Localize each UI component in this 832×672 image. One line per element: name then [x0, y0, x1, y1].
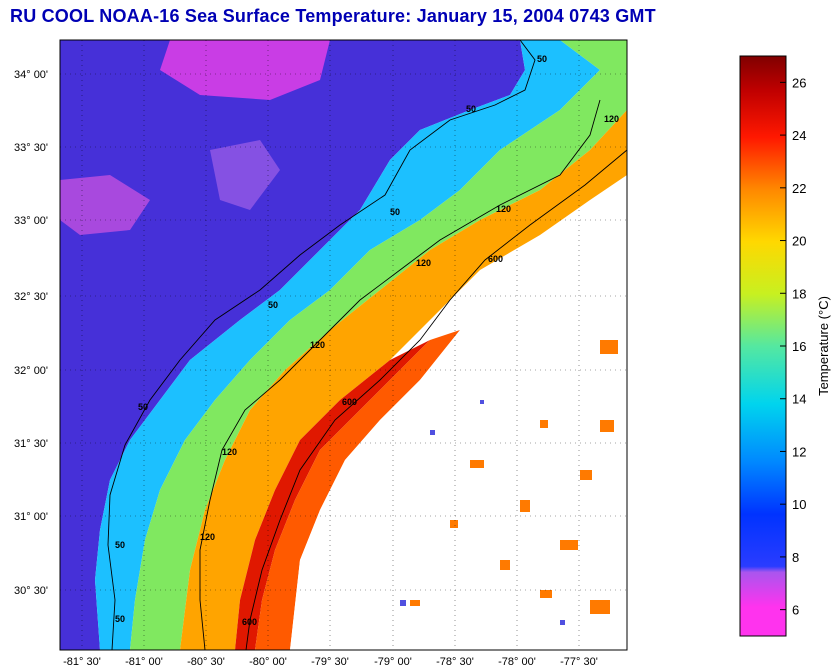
- cold-patch-west: [60, 175, 150, 235]
- contour-label: 50: [537, 54, 547, 64]
- cold-patch-north: [160, 40, 330, 100]
- lon-tick-label: -78° 00': [498, 656, 536, 668]
- contour-label: 50: [138, 402, 148, 412]
- gulf-stream-outer: [255, 330, 460, 650]
- contour-label: 120: [200, 532, 215, 542]
- contour-label: 50: [115, 540, 125, 550]
- colorbar-tick-label: 8: [792, 550, 799, 565]
- contour-label: 120: [222, 447, 237, 457]
- lon-tick-label: -77° 30': [560, 656, 598, 668]
- map-frame: [59, 39, 628, 651]
- sst-map[interactable]: 50 50 50 50 50 50 50 120 120 120 120 120…: [60, 40, 627, 650]
- contour-label: 600: [242, 617, 257, 627]
- offshore-speckles-blue: [400, 400, 565, 625]
- shelf-band: [130, 40, 627, 650]
- colorbar-tick-label: 10: [792, 497, 806, 512]
- lat-tick-label: 33° 00': [14, 215, 48, 227]
- lon-tick-label: -81° 00': [125, 656, 163, 668]
- offshore-speckles: [410, 340, 618, 614]
- contour-600m: [245, 149, 627, 650]
- contour-label: 120: [416, 258, 431, 268]
- lon-tick-label: -79° 30': [311, 656, 349, 668]
- warm-band: [180, 110, 627, 650]
- colorbar-ticks: 26 24 22 20 18 16 14 12 10 8 6: [780, 75, 806, 618]
- contour-label: 120: [604, 114, 619, 124]
- colorbar-label: Temperature (°C): [816, 296, 831, 396]
- lat-tick-label: 31° 30': [14, 438, 48, 450]
- colorbar-tick-label: 14: [792, 392, 806, 407]
- contour-label: 120: [310, 340, 325, 350]
- contour-label: 50: [268, 300, 278, 310]
- latitude-axis: 34° 00' 33° 30' 33° 00' 32° 30' 32° 00' …: [14, 69, 48, 597]
- colorbar-tick-label: 20: [792, 234, 806, 249]
- colorbar-tick-label: 16: [792, 339, 806, 354]
- colorbar-tick-label: 22: [792, 181, 806, 196]
- lat-tick-label: 32° 30': [14, 291, 48, 303]
- map-title: RU COOL NOAA-16 Sea Surface Temperature:…: [10, 6, 656, 26]
- lat-lon-grid: [60, 40, 627, 650]
- contour-label: 50: [466, 104, 476, 114]
- colorbar-tick-label: 24: [792, 128, 806, 143]
- longitude-axis: -81° 30' -81° 00' -80° 30' -80° 00' -79°…: [63, 656, 598, 668]
- colorbar-tick-label: 6: [792, 603, 799, 618]
- colorbar-tick-label: 18: [792, 286, 806, 301]
- contour-label: 50: [390, 207, 400, 217]
- lat-tick-label: 34° 00': [14, 69, 48, 81]
- contour-50m: [107, 40, 536, 650]
- colorbar-tick-label: 26: [792, 75, 806, 90]
- lat-tick-label: 30° 30': [14, 585, 48, 597]
- contour-label: 50: [115, 614, 125, 624]
- colorbar: 26 24 22 20 18 16 14 12 10 8 6 Temperature (°C): [739, 55, 831, 637]
- lat-tick-label: 32° 00': [14, 365, 48, 377]
- lat-tick-label: 33° 30': [14, 142, 48, 154]
- bathymetry-contours: [107, 40, 627, 650]
- lon-tick-label: -80° 30': [187, 656, 225, 668]
- land-region: [60, 40, 525, 650]
- cloud-offshore: [290, 175, 627, 650]
- lat-tick-label: 31° 00': [14, 511, 48, 523]
- lon-tick-label: -81° 30': [63, 656, 101, 668]
- lon-tick-label: -80° 00': [249, 656, 287, 668]
- contour-label: 600: [342, 397, 357, 407]
- colorbar-tick-label: 12: [792, 444, 806, 459]
- colorbar-gradient: [739, 55, 787, 637]
- contour-label: 600: [488, 254, 503, 264]
- lon-tick-label: -78° 30': [436, 656, 474, 668]
- contour-label: 120: [496, 204, 511, 214]
- cold-patch-coast: [210, 140, 280, 210]
- contour-labels: 50 50 50 50 50 50 50 120 120 120 120 120…: [115, 54, 619, 627]
- contour-120m: [199, 99, 601, 650]
- coastal-band: [95, 40, 600, 650]
- gulf-stream-core: [235, 340, 430, 650]
- lon-tick-label: -79° 00': [374, 656, 412, 668]
